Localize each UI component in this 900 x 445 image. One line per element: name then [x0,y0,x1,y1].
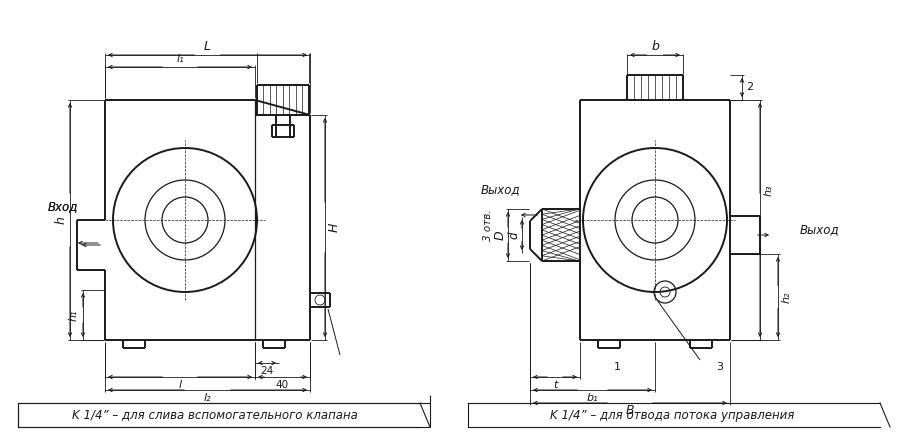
Text: 24: 24 [260,366,274,376]
Text: Вход: Вход [48,201,78,214]
Text: d: d [508,231,520,239]
Text: l: l [178,380,182,390]
Text: l₁: l₁ [176,54,184,64]
Text: b: b [651,40,659,53]
Text: H: H [328,223,340,232]
Text: 40: 40 [276,380,289,390]
Text: 1: 1 [614,362,621,372]
Text: h₃: h₃ [764,184,774,196]
Text: h₁: h₁ [69,309,79,321]
Text: t: t [553,380,557,390]
Text: 3: 3 [716,362,724,372]
Text: h₂: h₂ [782,291,792,303]
Text: Выход: Выход [481,183,520,197]
Text: K 1/4” – для слива вспомогательного клапана: K 1/4” – для слива вспомогательного клап… [72,409,358,421]
Text: B: B [626,405,634,417]
Text: L: L [204,40,211,53]
Text: K 1/4” – для отвода потока управления: K 1/4” – для отвода потока управления [550,409,794,421]
Text: Вход: Вход [48,201,78,214]
Text: D: D [493,230,507,240]
Text: h: h [55,216,68,224]
Text: Выход: Выход [800,223,840,236]
Text: 3 отв.: 3 отв. [483,209,493,241]
Text: 2: 2 [746,82,753,93]
Text: b₁: b₁ [587,393,599,403]
Text: l₂: l₂ [203,393,212,403]
